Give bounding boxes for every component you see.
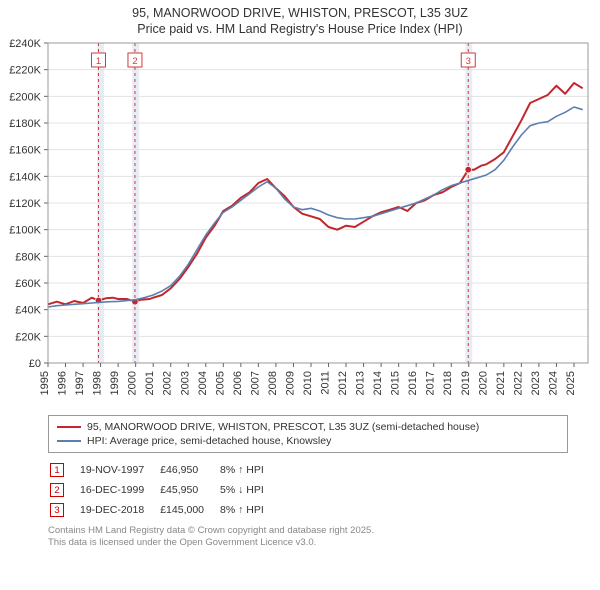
legend-swatch xyxy=(57,440,81,442)
footer-line-1: Contains HM Land Registry data © Crown c… xyxy=(48,525,568,537)
svg-text:2023: 2023 xyxy=(530,371,542,395)
svg-text:2: 2 xyxy=(132,56,137,67)
svg-text:2017: 2017 xyxy=(425,371,437,395)
footer-attribution: Contains HM Land Registry data © Crown c… xyxy=(48,525,568,549)
marker-chip: 2 xyxy=(50,483,64,497)
svg-text:1998: 1998 xyxy=(92,371,104,395)
svg-text:2002: 2002 xyxy=(162,371,174,395)
svg-text:£100K: £100K xyxy=(9,225,41,237)
marker-date: 19-DEC-2018 xyxy=(80,501,158,519)
marker-delta: 8% ↑ HPI xyxy=(220,501,278,519)
svg-text:2020: 2020 xyxy=(477,371,489,395)
svg-text:2015: 2015 xyxy=(390,371,402,395)
svg-text:£80K: £80K xyxy=(15,252,41,264)
svg-text:2007: 2007 xyxy=(249,371,261,395)
marker-row: 1 19-NOV-1997£46,9508% ↑ HPI xyxy=(50,461,278,479)
legend-row: 95, MANORWOOD DRIVE, WHISTON, PRESCOT, L… xyxy=(57,420,559,434)
svg-text:£160K: £160K xyxy=(9,145,41,157)
chart-container: 95, MANORWOOD DRIVE, WHISTON, PRESCOT, L… xyxy=(0,0,600,590)
legend-row: HPI: Average price, semi-detached house,… xyxy=(57,434,559,448)
svg-text:2003: 2003 xyxy=(179,371,191,395)
chart-title: 95, MANORWOOD DRIVE, WHISTON, PRESCOT, L… xyxy=(0,0,600,37)
svg-text:2019: 2019 xyxy=(460,371,472,395)
legend-swatch xyxy=(57,426,81,428)
svg-text:2018: 2018 xyxy=(442,371,454,395)
svg-text:2014: 2014 xyxy=(372,371,384,395)
marker-price: £145,000 xyxy=(160,501,218,519)
marker-delta: 5% ↓ HPI xyxy=(220,481,278,499)
svg-text:2008: 2008 xyxy=(267,371,279,395)
marker-price: £45,950 xyxy=(160,481,218,499)
svg-text:2001: 2001 xyxy=(144,371,156,395)
marker-date: 16-DEC-1999 xyxy=(80,481,158,499)
svg-text:2013: 2013 xyxy=(355,371,367,395)
footer-line-2: This data is licensed under the Open Gov… xyxy=(48,537,568,549)
svg-text:2024: 2024 xyxy=(547,371,559,395)
svg-text:£240K: £240K xyxy=(9,38,41,50)
svg-text:1996: 1996 xyxy=(57,371,69,395)
marker-delta: 8% ↑ HPI xyxy=(220,461,278,479)
markers-table: 119-NOV-1997£46,9508% ↑ HPI216-DEC-1999£… xyxy=(48,459,280,521)
svg-text:2021: 2021 xyxy=(495,371,507,395)
svg-text:2006: 2006 xyxy=(232,371,244,395)
svg-text:1995: 1995 xyxy=(39,371,51,395)
marker-row: 3 19-DEC-2018£145,0008% ↑ HPI xyxy=(50,501,278,519)
svg-text:1: 1 xyxy=(96,56,101,67)
svg-text:£200K: £200K xyxy=(9,92,41,104)
marker-row: 2 16-DEC-1999£45,9505% ↓ HPI xyxy=(50,481,278,499)
svg-text:£60K: £60K xyxy=(15,278,41,290)
svg-text:2005: 2005 xyxy=(214,371,226,395)
line-chart: £0 £20K £40K £60K £80K £100K £120K £140K £160K £1… xyxy=(0,37,600,407)
svg-text:1999: 1999 xyxy=(109,371,121,395)
svg-text:£220K: £220K xyxy=(9,65,41,77)
svg-text:£180K: £180K xyxy=(9,118,41,130)
marker-chip: 1 xyxy=(50,463,64,477)
title-line-1: 95, MANORWOOD DRIVE, WHISTON, PRESCOT, L… xyxy=(0,6,600,22)
svg-text:3: 3 xyxy=(466,56,471,67)
svg-text:2011: 2011 xyxy=(320,371,332,395)
svg-text:2012: 2012 xyxy=(337,371,349,395)
svg-text:2000: 2000 xyxy=(127,371,139,395)
legend-label: HPI: Average price, semi-detached house,… xyxy=(87,435,331,447)
svg-text:£140K: £140K xyxy=(9,172,41,184)
svg-text:£120K: £120K xyxy=(9,198,41,210)
svg-text:£0: £0 xyxy=(29,358,41,370)
marker-date: 19-NOV-1997 xyxy=(80,461,158,479)
svg-text:2004: 2004 xyxy=(197,371,209,395)
legend-label: 95, MANORWOOD DRIVE, WHISTON, PRESCOT, L… xyxy=(87,421,479,433)
svg-text:2016: 2016 xyxy=(407,371,419,395)
marker-chip: 3 xyxy=(50,503,64,517)
title-line-2: Price paid vs. HM Land Registry's House … xyxy=(0,22,600,38)
svg-text:£20K: £20K xyxy=(15,332,41,344)
legend: 95, MANORWOOD DRIVE, WHISTON, PRESCOT, L… xyxy=(48,415,568,453)
svg-text:2010: 2010 xyxy=(302,371,314,395)
marker-price: £46,950 xyxy=(160,461,218,479)
svg-text:2022: 2022 xyxy=(512,371,524,395)
svg-text:2025: 2025 xyxy=(565,371,577,395)
svg-text:2009: 2009 xyxy=(284,371,296,395)
svg-text:£40K: £40K xyxy=(15,305,41,317)
svg-text:1997: 1997 xyxy=(74,371,86,395)
